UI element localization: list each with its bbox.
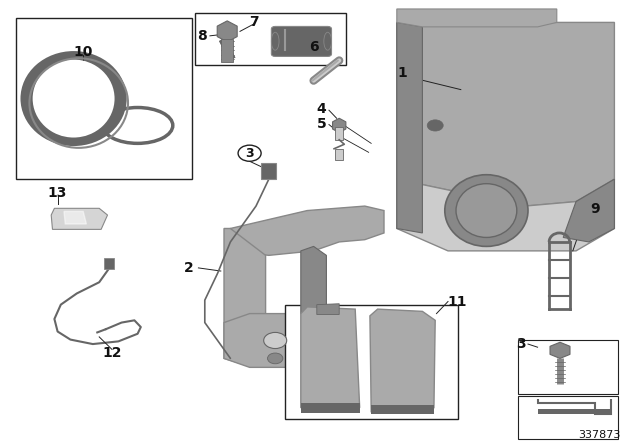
FancyBboxPatch shape [271, 26, 332, 56]
Polygon shape [317, 304, 339, 314]
Text: 337873: 337873 [579, 430, 621, 440]
Text: 5: 5 [316, 116, 326, 131]
Ellipse shape [324, 32, 332, 50]
Text: 9: 9 [590, 202, 600, 216]
Polygon shape [301, 307, 360, 408]
Circle shape [268, 353, 283, 364]
Bar [285, 305, 458, 419]
Polygon shape [51, 208, 108, 229]
Ellipse shape [271, 32, 279, 50]
Bar [195, 13, 346, 65]
Ellipse shape [445, 175, 528, 246]
Polygon shape [230, 206, 384, 255]
Bar [261, 163, 276, 179]
Bar [335, 127, 343, 140]
Polygon shape [224, 314, 326, 367]
Text: 13: 13 [48, 185, 67, 200]
Bar [104, 258, 114, 269]
Polygon shape [397, 22, 614, 206]
Bar [371, 405, 434, 414]
Bar [301, 403, 360, 413]
Bar [538, 409, 611, 414]
Polygon shape [333, 118, 346, 133]
Polygon shape [370, 309, 435, 412]
Bar [16, 18, 192, 179]
Text: 11: 11 [447, 294, 467, 309]
Text: 10: 10 [74, 44, 93, 59]
Ellipse shape [33, 60, 115, 138]
Text: 3: 3 [516, 337, 526, 351]
Text: 6: 6 [308, 39, 319, 54]
Text: 2: 2 [184, 261, 194, 275]
Bar [335, 149, 343, 160]
Ellipse shape [20, 51, 127, 146]
Text: 7: 7 [248, 14, 259, 29]
Text: 12: 12 [102, 345, 122, 360]
Polygon shape [301, 246, 326, 323]
Polygon shape [563, 179, 614, 242]
Ellipse shape [428, 120, 444, 131]
Bar [518, 396, 618, 439]
Bar [518, 340, 618, 394]
Polygon shape [224, 228, 266, 365]
Polygon shape [397, 9, 557, 27]
Text: 4: 4 [316, 102, 326, 116]
Text: 1: 1 [397, 65, 407, 80]
Polygon shape [550, 342, 570, 358]
Circle shape [238, 145, 261, 161]
Polygon shape [64, 211, 86, 224]
Polygon shape [217, 21, 237, 42]
Polygon shape [397, 179, 614, 251]
Ellipse shape [456, 184, 517, 237]
Text: 8: 8 [196, 29, 207, 43]
Bar [221, 39, 233, 62]
Polygon shape [397, 22, 422, 233]
Circle shape [264, 332, 287, 349]
Text: 3: 3 [245, 146, 254, 160]
